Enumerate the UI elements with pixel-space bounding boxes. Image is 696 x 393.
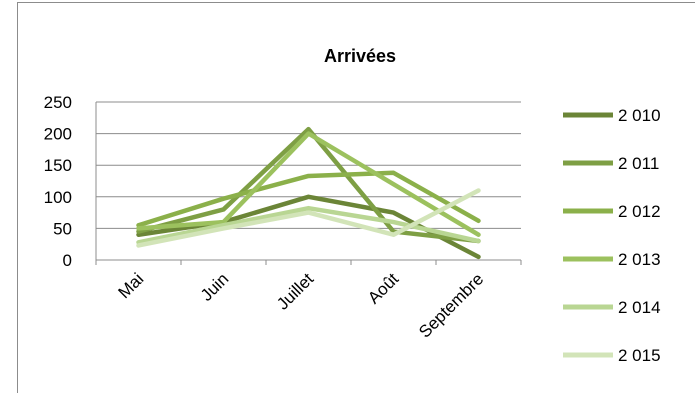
y-tick-label: 100 [44, 188, 72, 207]
legend-label: 2 014 [618, 298, 661, 317]
x-tick-label: Juillet [273, 269, 317, 313]
legend-label: 2 011 [618, 154, 659, 173]
series-lines [139, 129, 479, 257]
y-tick-label: 50 [53, 219, 72, 238]
legend-label: 2 012 [618, 202, 661, 221]
y-tick-label: 0 [63, 251, 72, 270]
x-axis-ticks: Mai Juin Juillet Août Septembre [115, 269, 488, 341]
x-tick-label: Juin [197, 269, 232, 304]
y-tick-label: 150 [44, 156, 72, 175]
legend-label: 2 010 [618, 106, 661, 125]
legend: 2 010 2 011 2 012 2 013 2 014 2 015 [563, 106, 661, 365]
legend-label: 2 013 [618, 250, 661, 269]
y-axis-ticks: 0 50 100 150 200 250 [44, 93, 72, 270]
x-tick-label: Mai [115, 269, 148, 302]
legend-label: 2 015 [618, 346, 661, 365]
x-tick-label: Septembre [415, 269, 487, 341]
y-tick-label: 200 [44, 125, 72, 144]
x-tick-label: Août [364, 269, 402, 307]
chart-title: Arrivées [324, 46, 396, 66]
y-tick-label: 250 [44, 93, 72, 112]
